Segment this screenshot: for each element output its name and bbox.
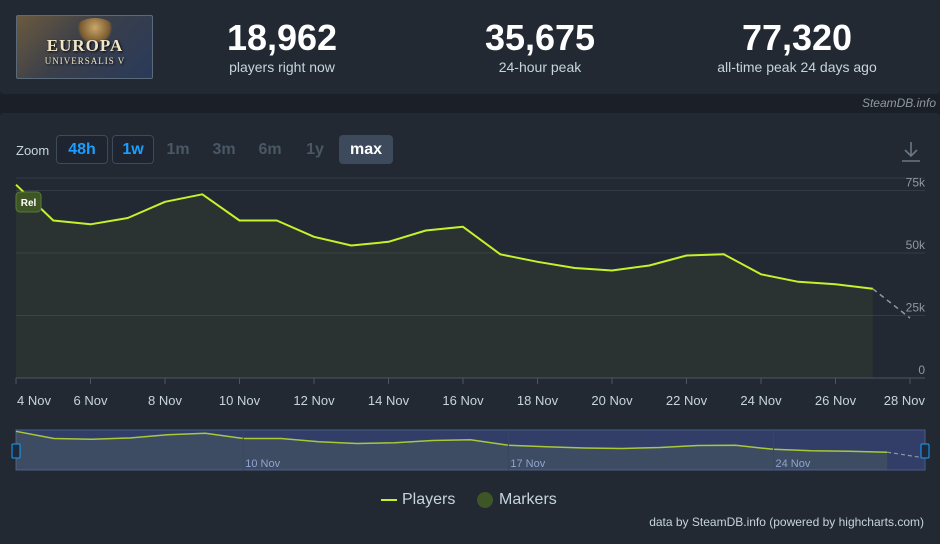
x-tick-label: 20 Nov — [591, 393, 633, 408]
y-axis-ticks: 0 25k 50k 75k — [906, 176, 926, 378]
x-tick-label: 22 Nov — [666, 393, 708, 408]
navigator-handle-right[interactable] — [920, 443, 930, 459]
navigator-line — [15, 430, 888, 453]
data-point[interactable] — [494, 248, 506, 260]
y-tick-label: 50k — [906, 238, 926, 252]
data-point[interactable] — [457, 221, 469, 233]
navigator-area — [16, 431, 888, 470]
data-point[interactable] — [681, 250, 693, 262]
stat-label: players right now — [229, 59, 335, 75]
zoom-button-1m: 1m — [166, 141, 190, 158]
chart-legend: Players Markers — [0, 490, 940, 510]
zoom-button-6m: 6m — [258, 141, 282, 158]
data-point[interactable] — [755, 268, 767, 280]
x-tick-label: 14 Nov — [368, 393, 410, 408]
data-point[interactable] — [643, 260, 655, 272]
stat-value: 18,962 — [226, 17, 338, 58]
legend-swatch-line — [381, 499, 397, 501]
legend-item-markers[interactable]: Markers — [477, 490, 557, 510]
data-point[interactable] — [47, 215, 59, 227]
legend-item-players[interactable]: Players — [381, 490, 455, 510]
stat-24h-peak: 35,675 24-hour peak — [459, 17, 621, 76]
legend-label: Players — [402, 491, 456, 508]
navigator-handle-left[interactable] — [11, 443, 21, 459]
marker-badge — [15, 191, 42, 213]
zoom-button-3m: 3m — [212, 141, 236, 158]
data-point[interactable] — [271, 215, 283, 227]
data-point[interactable] — [159, 196, 171, 208]
stat-current-players: 18,962 players right now — [201, 17, 363, 76]
zoom-button-max[interactable]: max — [339, 135, 393, 164]
x-tick-label: 28 Nov — [884, 393, 926, 408]
navigator[interactable]: 10 Nov 17 Nov 24 Nov — [11, 429, 930, 471]
stat-value: 35,675 — [484, 17, 596, 58]
legend-label: Markers — [499, 491, 557, 508]
navigator-projection-line — [887, 451, 926, 459]
x-tick-label: 4 Nov — [17, 393, 51, 408]
data-point[interactable] — [308, 231, 320, 243]
x-tick-label: 12 Nov — [293, 393, 335, 408]
navigator-tick-label: 10 Nov — [245, 458, 280, 470]
data-point[interactable] — [122, 212, 134, 224]
data-point[interactable] — [718, 248, 730, 260]
legend-swatch-dot — [477, 492, 493, 508]
data-point[interactable] — [792, 276, 804, 288]
steamdb-credit[interactable]: SteamDB.info — [861, 96, 936, 110]
y-tick-label: 25k — [906, 301, 926, 315]
data-point[interactable] — [10, 179, 22, 191]
data-point[interactable] — [420, 225, 432, 237]
players-line[interactable] — [15, 183, 873, 290]
players-series[interactable] — [10, 179, 911, 378]
y-tick-label: 75k — [906, 176, 926, 190]
data-point[interactable] — [606, 265, 618, 277]
data-point[interactable] — [532, 256, 544, 268]
stat-value: 77,320 — [741, 17, 853, 58]
x-tick-label: 18 Nov — [517, 393, 559, 408]
stat-all-time-peak: 77,320 all-time peak 24 days ago — [697, 17, 897, 76]
chart-panel — [0, 113, 940, 544]
data-point[interactable] — [383, 236, 395, 248]
x-tick-label: 6 Nov — [74, 393, 108, 408]
stat-label: 24-hour peak — [498, 59, 582, 75]
zoom-button-1y: 1y — [306, 141, 324, 158]
chart-credit[interactable]: data by SteamDB.info (powered by highcha… — [649, 515, 924, 529]
logo-title: EUROPA — [46, 36, 124, 55]
logo-subtitle: UNIVERSALIS V — [44, 56, 126, 66]
marker-release[interactable]: Rel — [15, 191, 42, 213]
data-point[interactable] — [85, 218, 97, 230]
download-icon[interactable] — [900, 140, 922, 164]
data-point[interactable] — [867, 283, 879, 295]
data-point[interactable] — [196, 188, 208, 200]
x-tick-label: 10 Nov — [219, 393, 261, 408]
game-logo[interactable]: EUROPA UNIVERSALIS V — [16, 15, 153, 79]
players-area — [16, 184, 873, 378]
x-tick-label: 16 Nov — [442, 393, 484, 408]
marker-label: Rel — [21, 198, 37, 209]
players-projection-line — [872, 288, 911, 319]
stat-label: all-time peak 24 days ago — [717, 59, 877, 75]
data-point[interactable] — [234, 215, 246, 227]
zoom-label: Zoom — [16, 143, 50, 158]
logo-figure-image — [75, 18, 115, 42]
data-point[interactable] — [345, 240, 357, 252]
data-point[interactable] — [569, 262, 581, 274]
markers-layer[interactable]: Rel — [15, 191, 42, 213]
zoom-button-48h[interactable]: 48h — [56, 135, 108, 164]
stats-header: EUROPA UNIVERSALIS V 18,962 players righ… — [0, 0, 940, 94]
x-tick-label: 26 Nov — [815, 393, 857, 408]
x-tick-label: 24 Nov — [740, 393, 782, 408]
navigator-tick-label: 17 Nov — [510, 458, 545, 470]
y-tick-label: 0 — [918, 363, 925, 377]
zoom-button-1w[interactable]: 1w — [112, 135, 154, 164]
data-point[interactable] — [830, 278, 842, 290]
x-tick-label: 8 Nov — [148, 393, 182, 408]
grid-lines — [16, 177, 925, 316]
x-axis: 4 Nov 6 Nov 8 Nov 10 Nov 12 Nov 14 Nov 16 Nov 1… — [15, 377, 926, 408]
navigator-tick-label: 24 Nov — [776, 458, 811, 470]
